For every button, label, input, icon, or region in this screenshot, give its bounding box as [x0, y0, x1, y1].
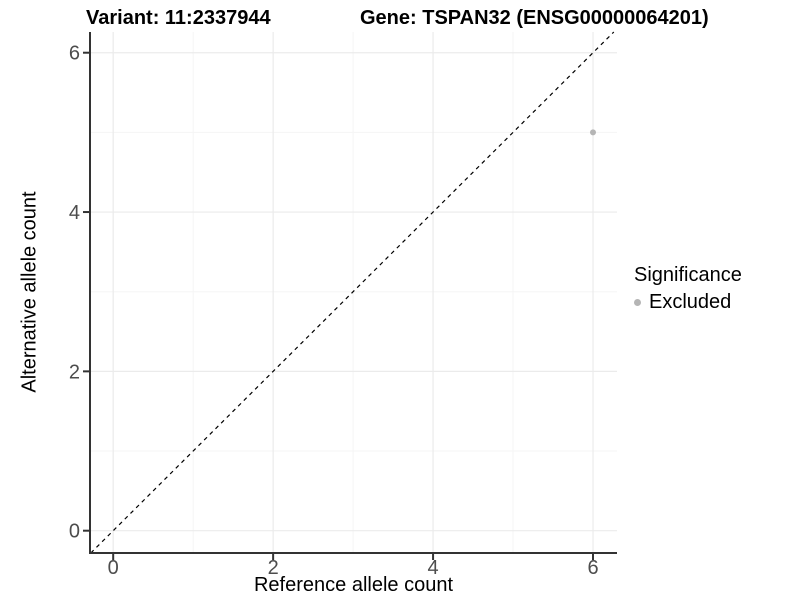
identity-reference-line [90, 31, 615, 554]
axis-tick-labels: 0 2 4 6 0 2 4 6 [69, 43, 599, 579]
legend-title: Significance [634, 264, 742, 286]
y-tick-label: 0 [69, 521, 80, 543]
legend-point-icon [634, 298, 641, 306]
x-tick-label: 2 [268, 557, 279, 579]
gridlines-minor [90, 32, 617, 553]
legend-item-label: Excluded [649, 291, 732, 313]
x-tick-label: 4 [428, 557, 439, 579]
legend-item-excluded: Excluded [630, 291, 742, 313]
y-tick-label: 4 [69, 202, 80, 224]
gridlines-major [90, 32, 617, 553]
x-tick-label: 6 [587, 557, 598, 579]
data-point [590, 129, 597, 136]
x-axis-title: Reference allele count [253, 574, 453, 596]
data-points [590, 129, 597, 136]
plot-title-gene: Gene: TSPAN32 (ENSG00000064201) [360, 7, 709, 29]
legend: Significance Excluded [630, 263, 742, 313]
axis-ticks [83, 51, 595, 560]
plot-title-variant: Variant: 11:2337944 [86, 7, 271, 29]
y-tick-label: 2 [69, 361, 80, 383]
x-tick-label: 0 [108, 557, 119, 579]
y-axis-title: Alternative allele count [18, 191, 41, 393]
y-tick-label: 6 [69, 43, 80, 65]
